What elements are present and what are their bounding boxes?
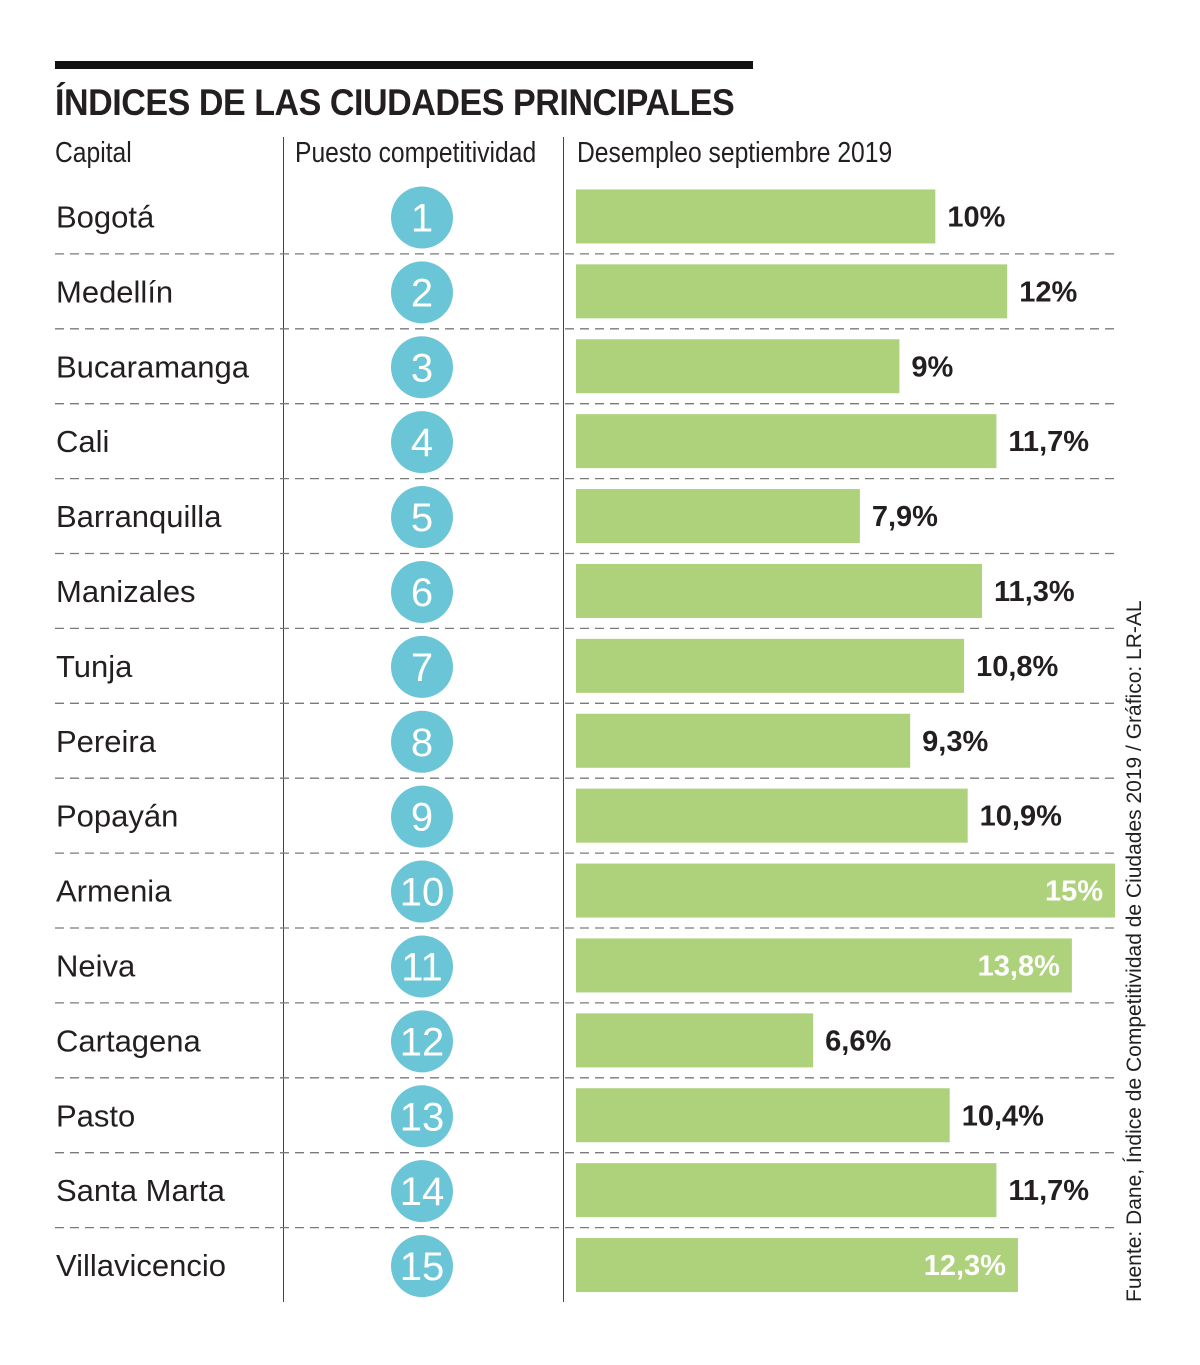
- rank-number: 5: [411, 496, 433, 540]
- unemployment-bar: [576, 339, 900, 394]
- city-label: Cartagena: [56, 1023, 202, 1058]
- rank-number: 2: [411, 271, 433, 315]
- rank-circle: [391, 186, 453, 249]
- column-divider-1: [283, 137, 284, 1302]
- city-label: Villavicencio: [56, 1248, 226, 1283]
- unemployment-bar: [576, 489, 860, 544]
- value-label: 6,6%: [825, 1025, 891, 1057]
- value-label: 11,7%: [1008, 426, 1089, 458]
- rank-number: 10: [400, 871, 445, 915]
- value-label: 7,9%: [872, 501, 938, 533]
- rank-number: 13: [400, 1095, 445, 1139]
- rank-number: 4: [411, 421, 433, 465]
- unemployment-bar: [576, 1163, 997, 1218]
- value-label: 13,8%: [978, 950, 1060, 982]
- unemployment-bar: [576, 1238, 1018, 1293]
- rank-circle: [391, 336, 453, 399]
- value-label: 12%: [1019, 276, 1077, 308]
- column-header-rank: Puesto competitividad: [295, 137, 537, 169]
- rank-number: 15: [400, 1245, 445, 1289]
- rank-number: 6: [411, 571, 433, 615]
- rank-circle: [391, 1160, 453, 1223]
- city-label: Santa Marta: [56, 1173, 226, 1208]
- unemployment-bar: [576, 713, 911, 768]
- rank-number: 3: [411, 346, 433, 390]
- rank-number: 1: [411, 196, 433, 240]
- rank-circle: [391, 261, 453, 324]
- value-label: 10%: [947, 201, 1005, 233]
- rank-circle: [391, 1235, 453, 1298]
- unemployment-bar: [576, 638, 965, 693]
- rank-circle: [391, 1085, 453, 1148]
- value-label: 10,4%: [962, 1100, 1044, 1132]
- chart-title: ÍNDICES DE LAS CIUDADES PRINCIPALES: [55, 82, 735, 123]
- rank-circle: [391, 785, 453, 848]
- rank-circle: [391, 560, 453, 623]
- rank-circle: [391, 935, 453, 998]
- rank-number: 9: [411, 796, 433, 840]
- value-label: 11,7%: [1008, 1175, 1089, 1207]
- rank-circle: [391, 1010, 453, 1073]
- rank-number: 14: [400, 1170, 445, 1214]
- city-label: Neiva: [56, 948, 136, 983]
- city-label: Tunja: [56, 649, 133, 684]
- column-header-capital: Capital: [55, 137, 132, 169]
- city-label: Armenia: [56, 874, 172, 909]
- city-label: Pereira: [56, 724, 157, 759]
- unemployment-bar: [576, 414, 997, 469]
- city-label: Bogotá: [56, 199, 155, 234]
- unemployment-bar: [576, 264, 1008, 319]
- value-label: 9%: [911, 351, 953, 383]
- rank-circle: [391, 411, 453, 474]
- city-label: Bucaramanga: [56, 349, 250, 384]
- unemployment-bar: [576, 1013, 814, 1068]
- city-label: Manizales: [56, 574, 196, 609]
- rank-number: 12: [400, 1020, 445, 1064]
- rank-number: 7: [411, 646, 433, 690]
- unemployment-bar: [576, 189, 936, 244]
- unemployment-bar: [576, 938, 1072, 993]
- source-credit: Fuente: Dane, Índice de Competitividad d…: [1123, 600, 1146, 1302]
- city-label: Medellín: [56, 274, 173, 309]
- rank-circle: [391, 710, 453, 773]
- value-label: 10,9%: [980, 801, 1062, 833]
- rank-circle: [391, 486, 453, 549]
- value-label: 9,3%: [922, 726, 988, 758]
- city-label: Barranquilla: [56, 499, 222, 534]
- unemployment-bar: [576, 1088, 950, 1143]
- rank-number: 11: [401, 945, 443, 989]
- unemployment-bar: [576, 863, 1115, 918]
- value-label: 15%: [1045, 876, 1103, 908]
- rank-circle: [391, 860, 453, 923]
- city-label: Cali: [56, 424, 109, 459]
- value-label: 12,3%: [924, 1250, 1006, 1282]
- value-label: 11,3%: [994, 576, 1075, 608]
- column-divider-2: [563, 137, 564, 1302]
- unemployment-bar: [576, 563, 983, 618]
- column-header-unemployment: Desempleo septiembre 2019: [577, 137, 893, 169]
- rank-number: 8: [411, 721, 433, 765]
- value-label: 10,8%: [976, 651, 1058, 683]
- city-label: Popayán: [56, 799, 178, 834]
- unemployment-bar: [576, 788, 968, 843]
- top-rule: [55, 61, 753, 69]
- city-label: Pasto: [56, 1098, 135, 1133]
- rank-circle: [391, 635, 453, 698]
